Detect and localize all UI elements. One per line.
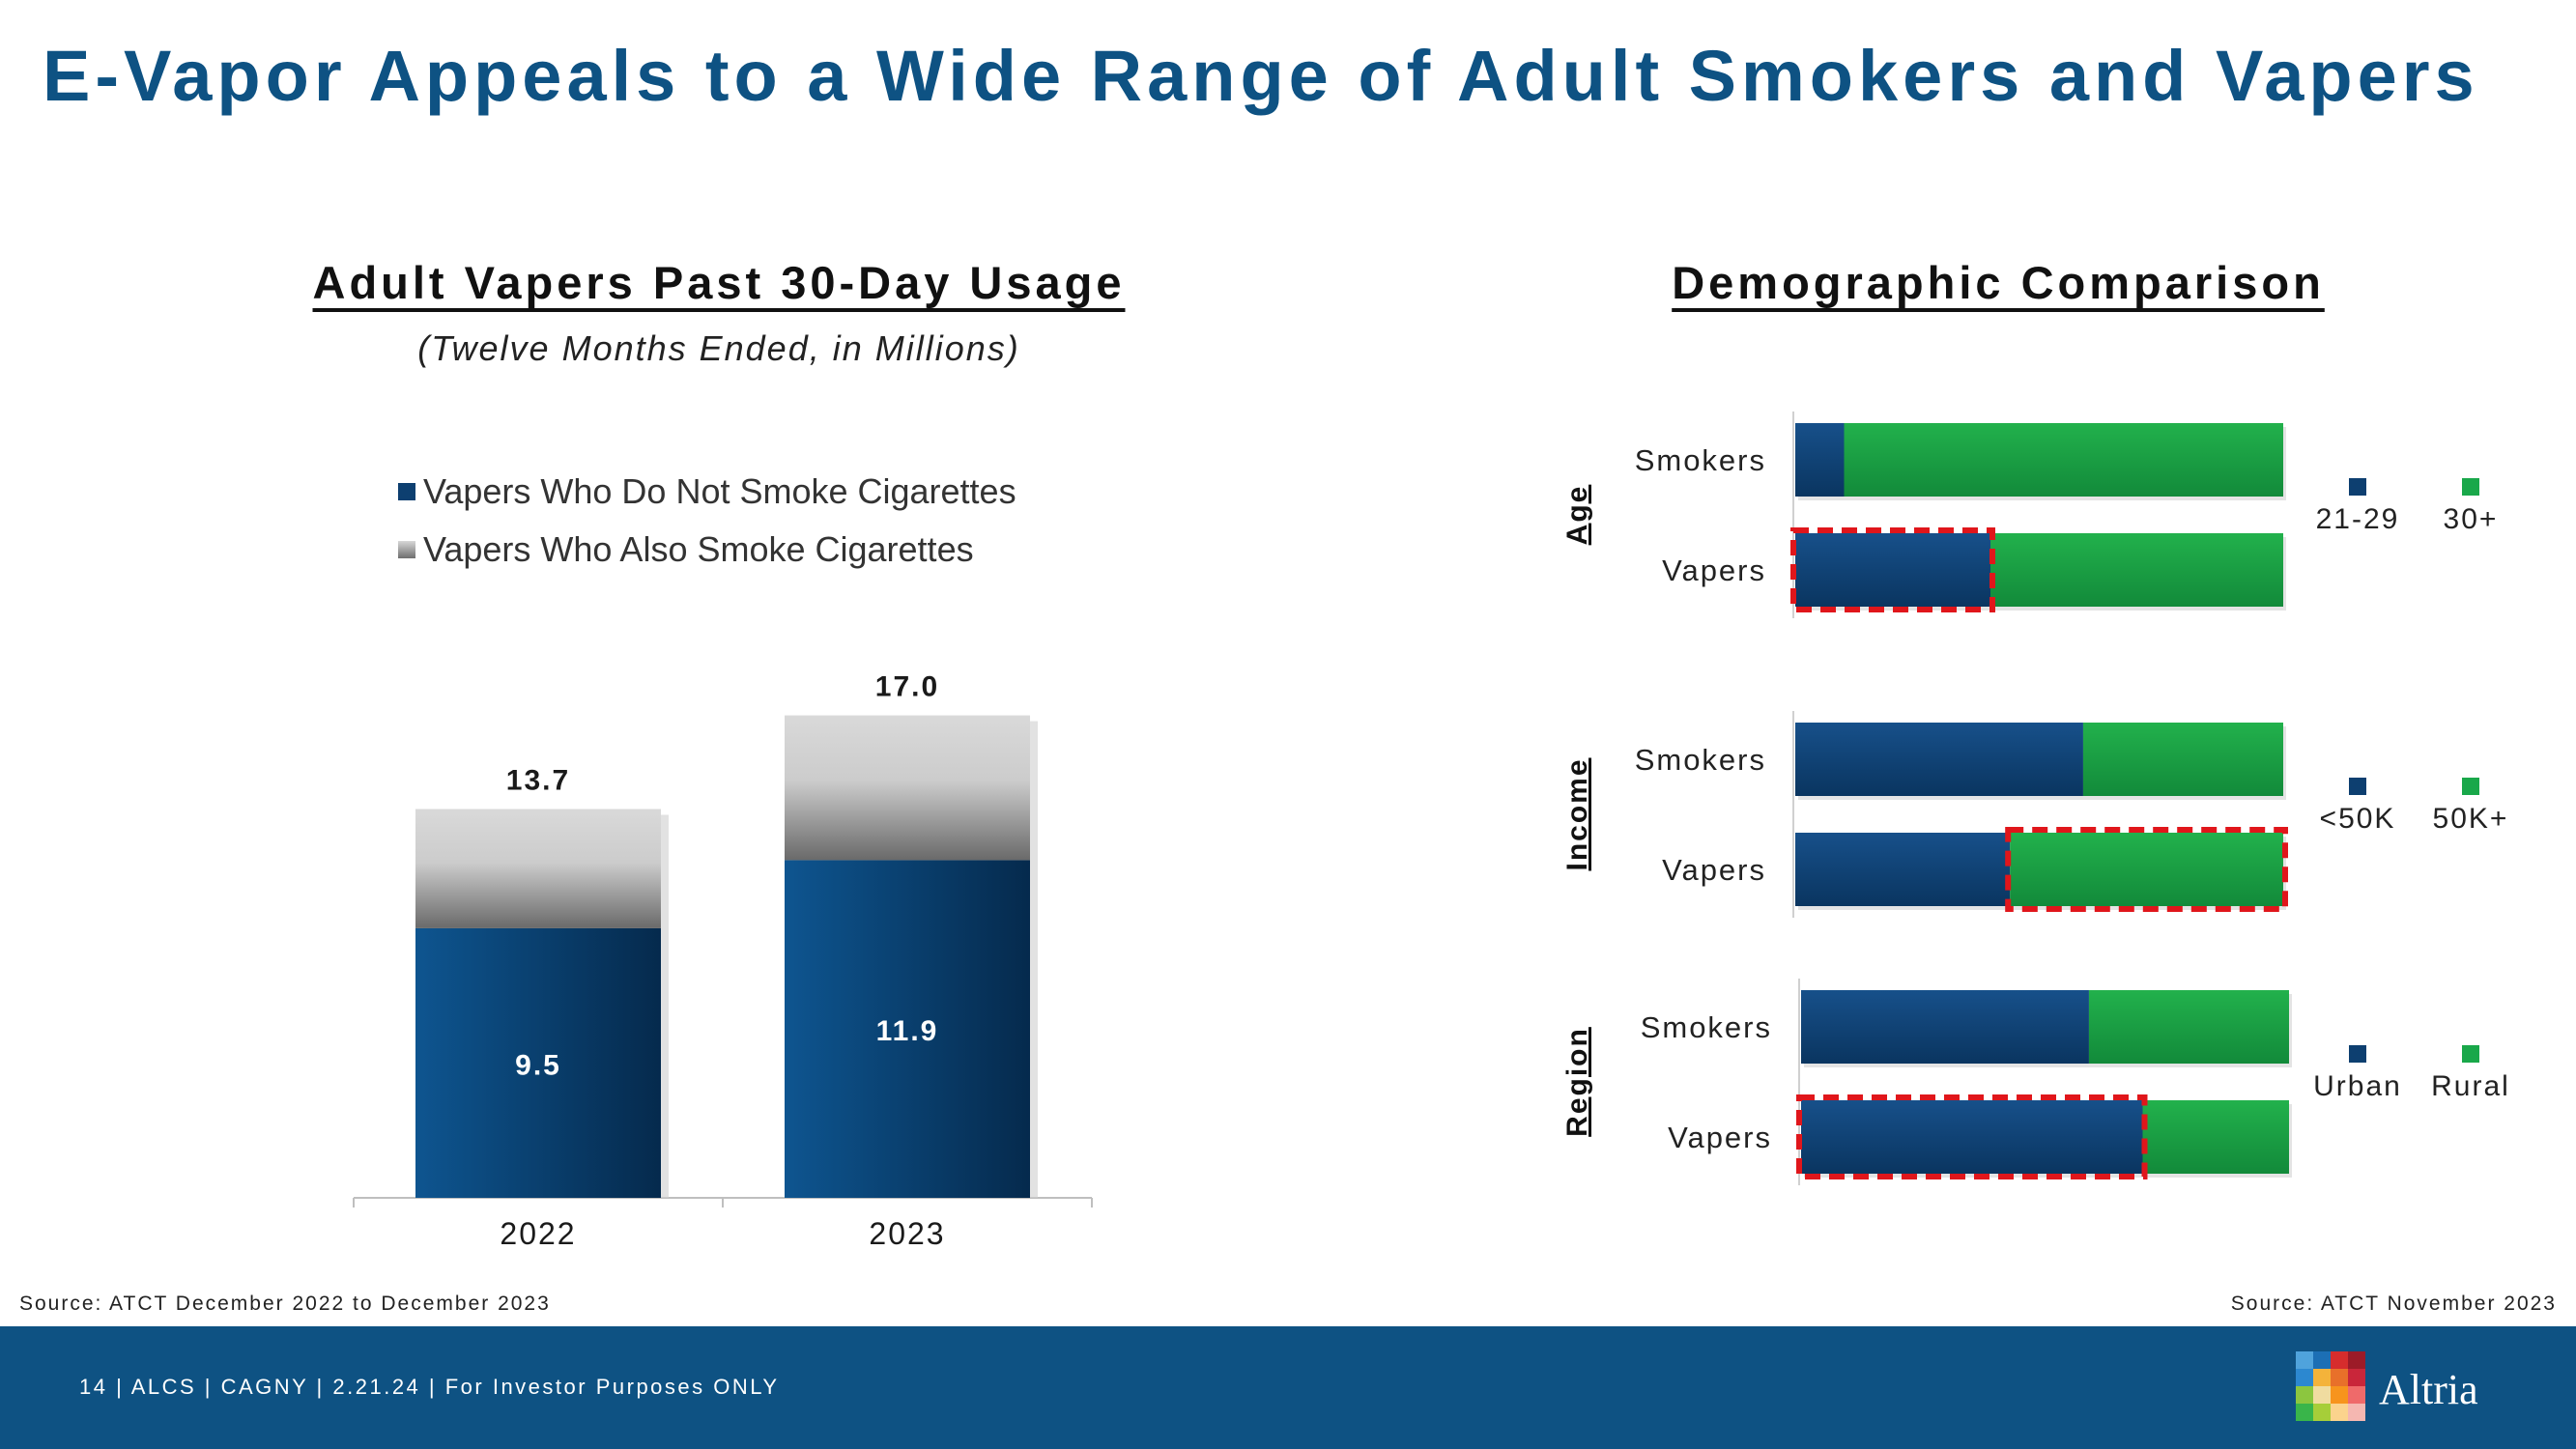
- highlight-box: [1790, 527, 1995, 612]
- legend-label: Rural: [2431, 1070, 2510, 1102]
- legend-swatch-gray: [398, 541, 415, 558]
- bar-segment-rural: [2142, 1100, 2289, 1174]
- legend-label: 21-29: [2316, 503, 2400, 535]
- legend-label: Urban: [2313, 1070, 2402, 1102]
- bar-segment--50k: [1795, 723, 2083, 796]
- highlight-box: [2005, 827, 2288, 912]
- row-label: Vapers: [1662, 554, 1766, 587]
- legend-label: Vapers Who Do Not Smoke Cigarettes: [423, 471, 1016, 511]
- row-label: Vapers: [1668, 1121, 1772, 1154]
- row-label: Smokers: [1635, 743, 1766, 777]
- bar-segment-dual-users: [415, 809, 661, 928]
- altria-logo-text: Altria: [2379, 1366, 2478, 1413]
- bar-segment-30-: [1990, 533, 2283, 607]
- bar-segment-50k-: [2010, 833, 2283, 906]
- legend-swatch: [2349, 1045, 2366, 1063]
- bar-value-label: 9.5: [515, 1049, 561, 1081]
- footer-bar: 14 | ALCS | CAGNY | 2.21.24 | For Invest…: [0, 1326, 2576, 1449]
- stacked-bar-chart: 9.5 13.7 2022 11.9 17.0 2023: [353, 671, 1093, 1251]
- bar-segment-50k-: [2082, 723, 2283, 796]
- bar-segment--50k: [1795, 833, 2011, 906]
- bar-segment-non-smokers: [415, 927, 661, 1198]
- group-label-income: Income: [1561, 757, 1593, 870]
- left-chart-title: Adult Vapers Past 30-Day Usage: [312, 257, 1126, 308]
- group-label-region: Region: [1561, 1027, 1593, 1137]
- left-source-note: Source: ATCT December 2022 to December 2…: [19, 1293, 551, 1315]
- group-label-age: Age: [1561, 485, 1593, 546]
- bar-total-label: 13.7: [506, 765, 570, 797]
- legend-swatch: [2462, 1045, 2479, 1063]
- legend-swatch: [2349, 778, 2366, 795]
- altria-mosaic-logo: [2296, 1351, 2365, 1421]
- row-label: Vapers: [1662, 853, 1766, 887]
- bar-segment-non-smokers: [785, 860, 1030, 1198]
- bar-segment-30-: [1844, 423, 2283, 497]
- row-label: Smokers: [1641, 1010, 1772, 1044]
- highlight-box: [1796, 1094, 2148, 1179]
- right-chart-title: Demographic Comparison: [1672, 257, 2325, 308]
- legend-swatch: [2349, 478, 2366, 496]
- x-tick-label: 2022: [500, 1216, 576, 1251]
- legend-label: 30+: [2444, 503, 2499, 535]
- row-label: Smokers: [1635, 443, 1766, 477]
- legend-swatch: [2462, 478, 2479, 496]
- legend-label: Vapers Who Also Smoke Cigarettes: [423, 529, 974, 569]
- bar-value-label: 11.9: [876, 1015, 939, 1047]
- bar-segment-dual-users: [785, 715, 1030, 861]
- bar-segment-21-29: [1795, 423, 1845, 497]
- demographic-bar-chart: Age Smokers Vapers 21-29 30+ Income Smokers Vap…: [1561, 412, 2510, 1185]
- footer-text: 14 | ALCS | CAGNY | 2.21.24 | For Invest…: [79, 1375, 780, 1399]
- bar-segment-21-29: [1795, 533, 1990, 607]
- bar-segment-urban: [1801, 1100, 2143, 1174]
- left-chart-subtitle: (Twelve Months Ended, in Millions): [417, 328, 1020, 368]
- legend-item-dual-users: Vapers Who Also Smoke Cigarettes: [398, 529, 974, 570]
- legend-label: 50K+: [2433, 803, 2509, 835]
- bar-total-label: 17.0: [875, 671, 939, 703]
- slide-title: E-Vapor Appeals to a Wide Range of Adult…: [43, 36, 2479, 116]
- legend-swatch: [2462, 778, 2479, 795]
- legend-label: <50K: [2320, 803, 2396, 835]
- bar-segment-rural: [2088, 990, 2289, 1064]
- legend-item-non-smokers: Vapers Who Do Not Smoke Cigarettes: [398, 471, 1016, 512]
- right-source-note: Source: ATCT November 2023: [2230, 1293, 2557, 1315]
- bar-segment-urban: [1801, 990, 2089, 1064]
- legend-swatch-blue: [398, 483, 415, 500]
- x-tick-label: 2023: [869, 1216, 945, 1251]
